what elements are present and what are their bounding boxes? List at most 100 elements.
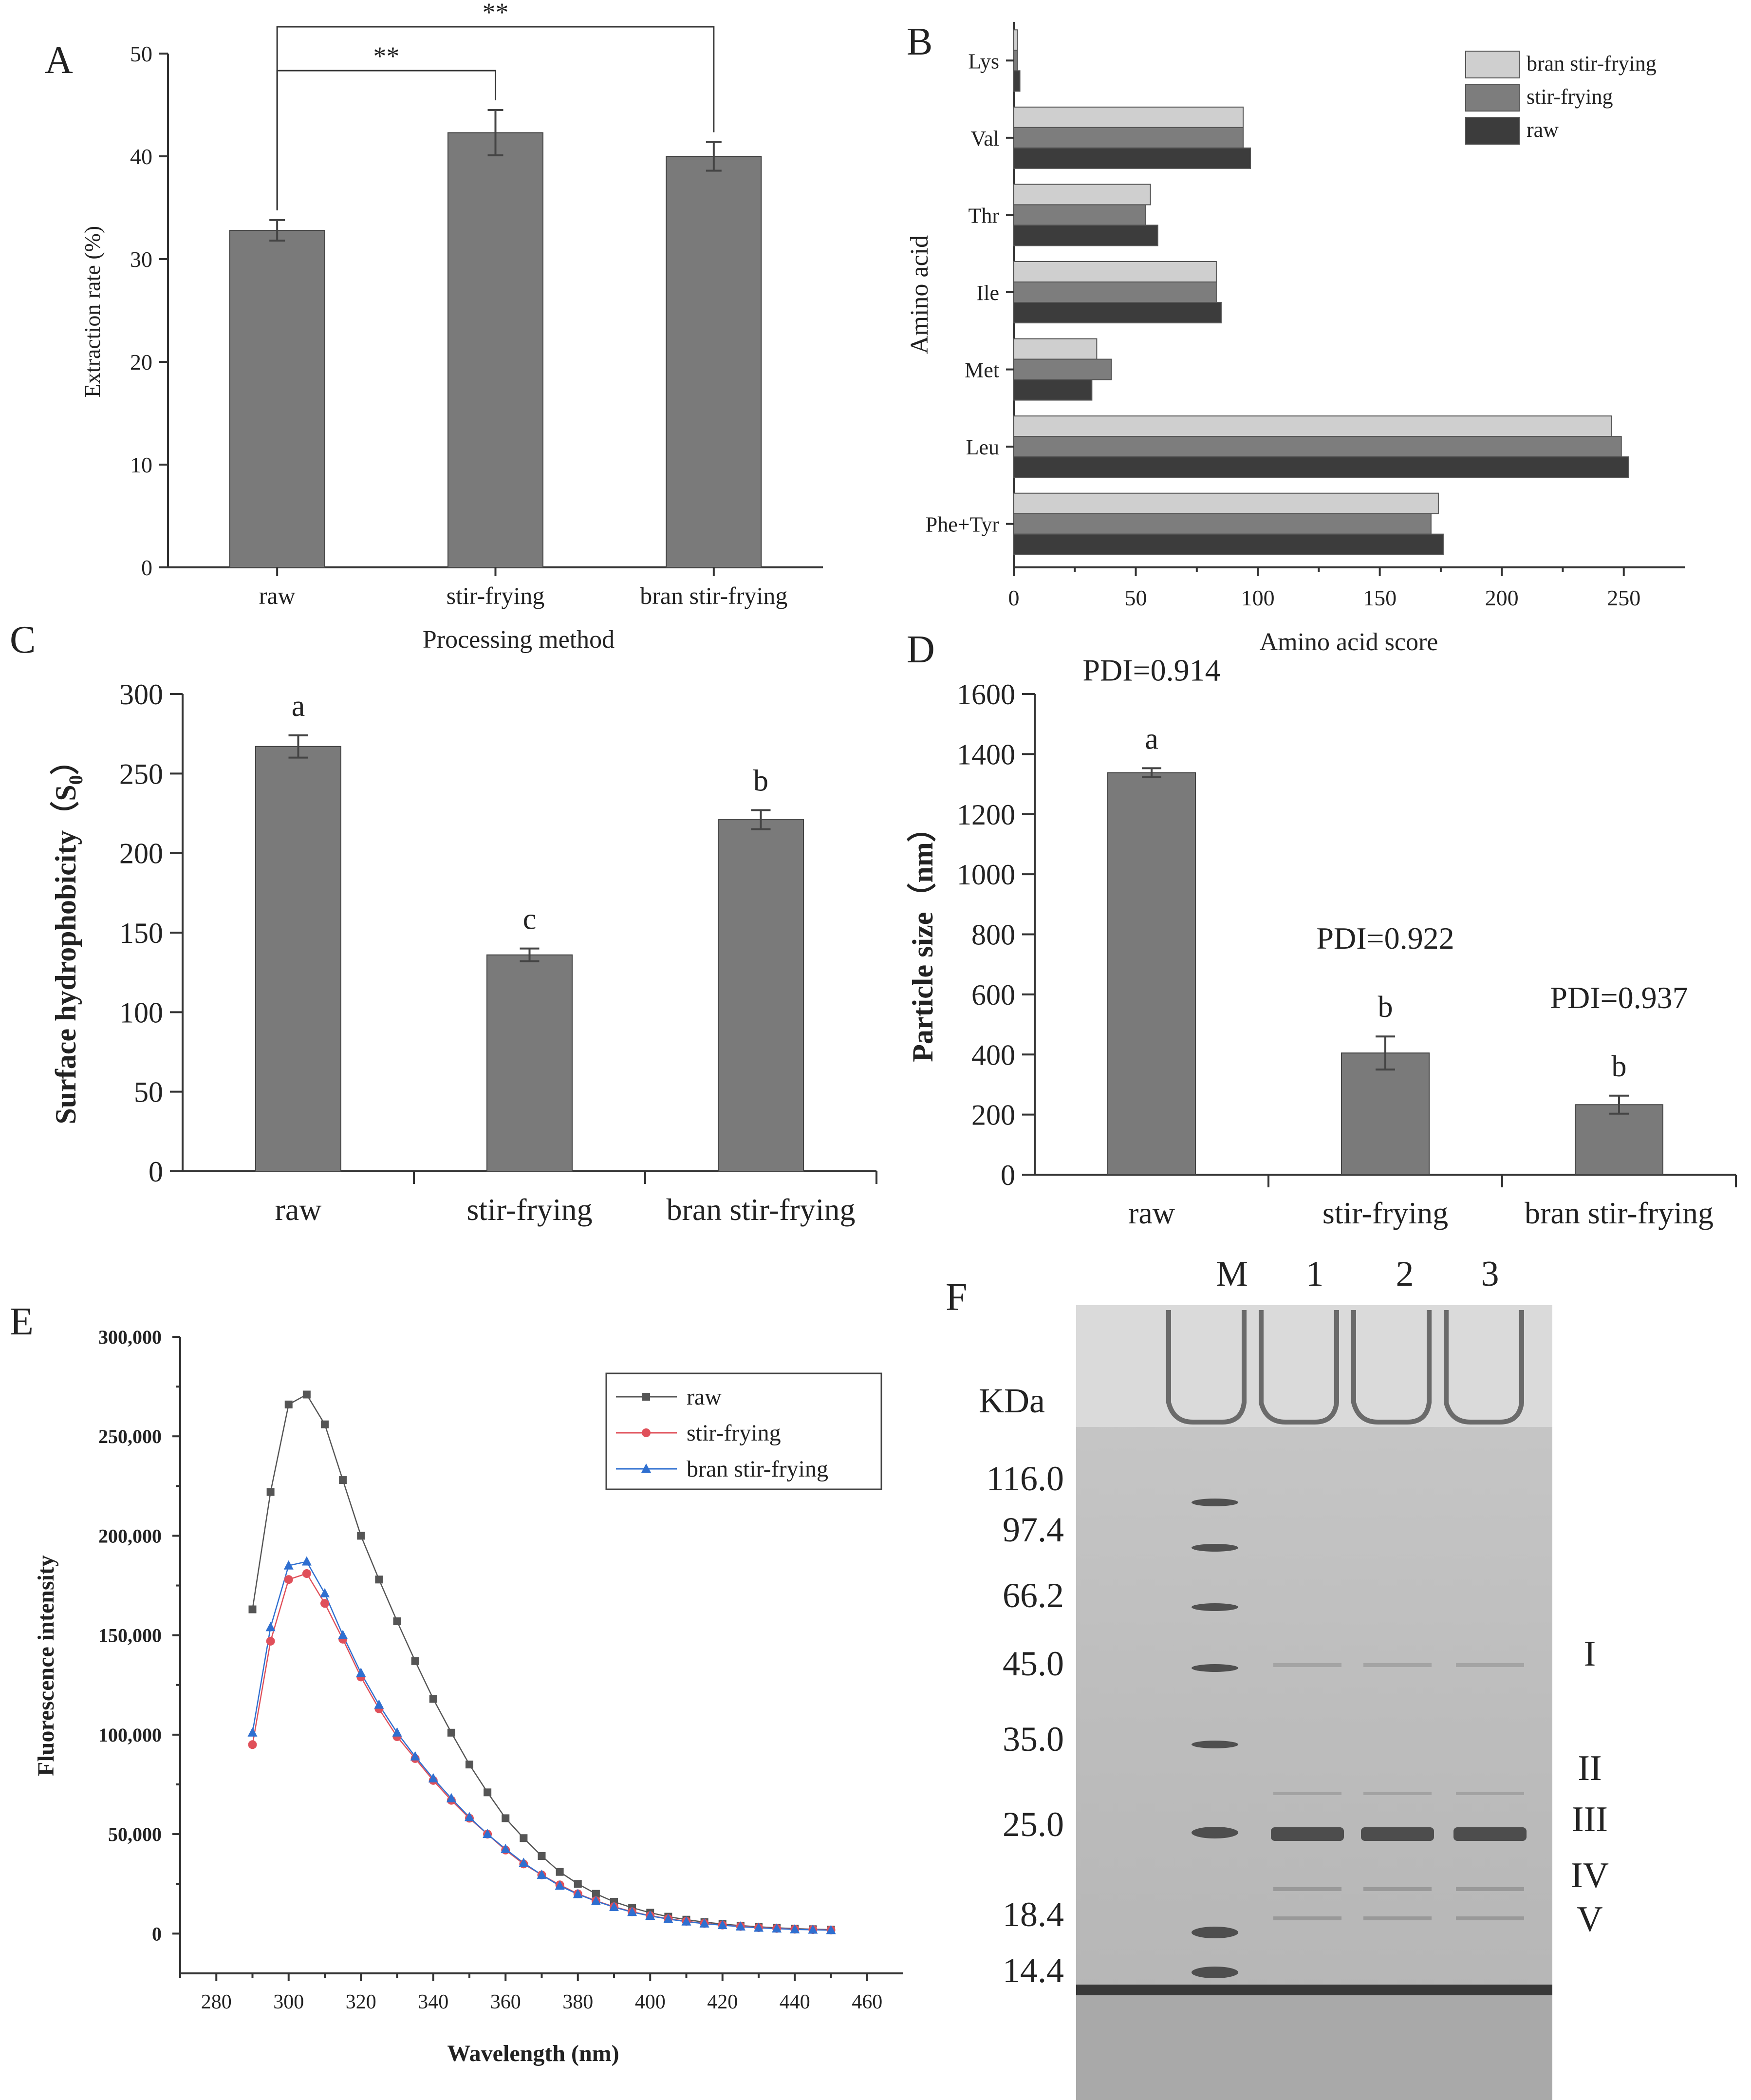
panel-e-point (375, 1575, 383, 1584)
panel-a-bar (229, 229, 325, 568)
panel-e-legend: raw stir-frying bran stir-frying (605, 1372, 882, 1490)
panel-d-pdi-label: PDI=0.937 (1550, 980, 1688, 1015)
gel-marker-label: 97.4 (1003, 1510, 1064, 1549)
panel-a-ytick-label: 0 (141, 555, 152, 580)
panel-c-ytick-label: 300 (119, 678, 163, 711)
panel-b-bar (1013, 436, 1622, 458)
panel-e-point (320, 1588, 330, 1597)
gel-marker-label: 25.0 (1003, 1805, 1064, 1844)
panel-a-bar (447, 132, 543, 568)
panel-a-ytick-label: 50 (130, 41, 152, 66)
gel-unit-label: KDa (979, 1381, 1045, 1420)
panel-d-y-title: Particle size（nm） (906, 813, 939, 1062)
gel-faint-band (1363, 1916, 1432, 1920)
panel-e-point (465, 1812, 474, 1821)
panel-d-category-label: stir-frying (1323, 1196, 1448, 1230)
panel-e-x-title: Wavelength (nm) (447, 2041, 619, 2066)
panel-a-ytick-label: 40 (130, 144, 152, 169)
gel-lane-label: M (1216, 1254, 1248, 1294)
panel-e-xtick-label: 340 (418, 1991, 448, 2013)
panel-e-ytick-label: 150,000 (98, 1625, 162, 1647)
gel-sample-band (1271, 1827, 1344, 1841)
panel-a-category-label: bran stir-frying (640, 582, 787, 609)
panel-d-ytick-label: 600 (971, 979, 1015, 1011)
panel-label-f: F (946, 1276, 968, 1319)
panel-c-ytick-label: 250 (119, 758, 163, 790)
panel-e-point (284, 1400, 293, 1408)
panel-e-point (645, 1910, 655, 1920)
panel-c-ytick-label: 100 (119, 996, 163, 1029)
gel-sample-band (1453, 1827, 1527, 1841)
panel-e-point (302, 1569, 311, 1578)
panel-e-point (555, 1880, 565, 1890)
panel-e-point (663, 1913, 673, 1923)
panel-d-ytick-label: 1200 (957, 799, 1015, 831)
panel-e-point (642, 1393, 650, 1401)
panel-b-xtick-label: 250 (1607, 585, 1640, 610)
panel-e-xtick-label: 300 (273, 1991, 304, 2013)
gel-band-label: I (1584, 1634, 1596, 1674)
panel-e-point (573, 1889, 583, 1898)
panel-b-bar (1013, 50, 1018, 72)
panel-e-xtick-label: 380 (562, 1991, 593, 2013)
panel-e-point (574, 1880, 582, 1888)
panel-c-category-label: raw (275, 1192, 322, 1227)
panel-e-point (537, 1869, 547, 1879)
panel-b-bar (1013, 29, 1018, 51)
panel-e-point (266, 1636, 275, 1646)
panel-b-bar (1013, 456, 1629, 478)
gel-faint-band (1273, 1916, 1341, 1920)
panel-b-bar (1013, 533, 1444, 555)
gel-faint-band (1456, 1916, 1524, 1920)
gel-marker-band (1192, 1967, 1238, 1978)
panel-c-ytick-label: 0 (149, 1156, 163, 1188)
panel-b-xtick-label: 100 (1241, 585, 1275, 610)
panel-c-significance-letter: c (523, 903, 537, 936)
panel-e-point (699, 1918, 709, 1928)
panel-b-bar (1013, 184, 1151, 206)
gel-marker-label: 14.4 (1003, 1951, 1064, 1990)
panel-e-point (483, 1829, 493, 1838)
gel-marker-band (1192, 1827, 1238, 1838)
panel-c-bar (718, 819, 804, 1172)
panel-e-legend-label: bran stir-frying (687, 1456, 828, 1482)
panel-b-legend: bran stir-frying stir-frying raw (1465, 51, 1657, 145)
panel-b-legend-swatch (1465, 51, 1520, 78)
panel-e-point (411, 1657, 419, 1665)
panel-b-category-label: Val (970, 127, 999, 150)
gel-top-well-region (1076, 1305, 1552, 1427)
panel-c-ytick-label: 50 (134, 1076, 163, 1108)
panel-d-ytick-label: 1400 (957, 738, 1015, 770)
panel-c-bar (255, 746, 341, 1172)
panel-e-point (356, 1668, 366, 1677)
panel-d-significance-letter: b (1378, 991, 1393, 1024)
gel-faint-band (1273, 1792, 1341, 1795)
panel-e-point (808, 1924, 818, 1934)
panel-b-legend-swatch (1465, 84, 1520, 112)
panel-b-bar (1013, 358, 1112, 380)
panel-e-point (556, 1868, 564, 1876)
panel-e-point (502, 1814, 510, 1822)
panel-e-point (283, 1560, 294, 1570)
gel-image (1076, 1305, 1552, 2100)
panel-e-point (357, 1532, 365, 1540)
panel-a-ytick-label: 10 (130, 452, 152, 477)
panel-e-point (266, 1488, 275, 1496)
panel-e-xtick-label: 440 (780, 1991, 810, 2013)
panel-e-point (642, 1428, 651, 1437)
panel-e-point (826, 1925, 836, 1934)
panel-b-bar (1013, 147, 1251, 169)
panel-a-x-title: Processing method (423, 626, 615, 654)
gel-well (1259, 1310, 1339, 1425)
gel-well (1166, 1310, 1247, 1425)
panel-e-point (538, 1852, 546, 1860)
panel-e-point (302, 1390, 311, 1399)
panel-label-e: E (10, 1300, 34, 1343)
panel-d-ytick-label: 0 (1001, 1159, 1015, 1191)
panel-e-ytick-label: 0 (152, 1923, 162, 1945)
panel-b-bar (1013, 513, 1432, 535)
panel-label-a: A (45, 39, 73, 82)
panel-label-c: C (10, 619, 36, 661)
panel-b-chart: Lys Val Thr Ile Met Leu Phe+Tyr 0 50 100 150 200 25… (906, 22, 1685, 656)
